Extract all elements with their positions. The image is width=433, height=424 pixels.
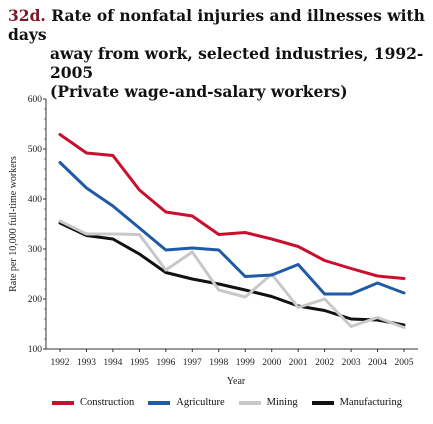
y-tick-label: 500 (28, 145, 43, 155)
x-tick-label: 2002 (315, 358, 334, 368)
legend-label: Mining (266, 397, 298, 408)
x-tick-label: 1996 (156, 358, 175, 368)
x-tick-label: 1992 (51, 358, 70, 368)
legend-label: Manufacturing (339, 397, 402, 408)
legend-item-agriculture: Agriculture (148, 397, 225, 408)
legend: Construction Agriculture Mining Manufacturi… (52, 397, 416, 408)
x-tick-label: 2003 (342, 358, 361, 368)
x-tick-label: 1995 (130, 358, 149, 368)
chart-title: 32d. Rate of nonfatal injuries and illne… (8, 6, 428, 101)
series-lines (58, 133, 406, 329)
x-tick-label: 2000 (262, 358, 281, 368)
legend-swatch (311, 400, 334, 405)
series-line-mining (58, 219, 406, 329)
title-line-1: Rate of nonfatal injuries and illnesses … (8, 6, 425, 44)
legend-item-mining: Mining (238, 397, 298, 408)
y-tick-label: 600 (28, 95, 43, 105)
series-line-manufacturing (58, 221, 406, 327)
legend-item-manufacturing: Manufacturing (311, 397, 402, 408)
axes: 100 200 300 400 500 600 1992 1993 1994 1995 1996 19… (28, 95, 418, 368)
y-tick-label: 300 (28, 245, 43, 255)
y-tick-label: 100 (28, 345, 43, 355)
figure-number: 32d. (8, 6, 46, 25)
title-line-2: away from work, selected industries, 199… (50, 44, 424, 82)
series-line-agriculture (58, 161, 406, 296)
title-line-3: (Private wage-and-salary workers) (50, 82, 348, 101)
x-tick-label: 2005 (395, 358, 414, 368)
x-axis-label: Year (227, 376, 246, 387)
y-tick-label: 200 (28, 295, 43, 305)
y-tick-label: 400 (28, 195, 43, 205)
legend-swatch (148, 400, 171, 405)
x-tick-label: 1998 (209, 358, 228, 368)
x-tick-label: 1994 (103, 358, 122, 368)
legend-swatch (52, 400, 74, 405)
legend-label: Agriculture (176, 397, 225, 408)
x-tick-label: 2004 (368, 358, 387, 368)
y-axis-label: Rate per 10,000 full-time workers (8, 156, 19, 292)
legend-label: Construction (80, 397, 135, 408)
x-tick-label: 1993 (77, 358, 96, 368)
legend-item-construction: Construction (52, 397, 134, 408)
x-tick-label: 1997 (183, 358, 202, 368)
x-tick-label: 2001 (289, 358, 308, 368)
x-tick-label: 1999 (236, 358, 255, 368)
series-line-construction (58, 133, 406, 280)
legend-swatch (238, 400, 261, 405)
